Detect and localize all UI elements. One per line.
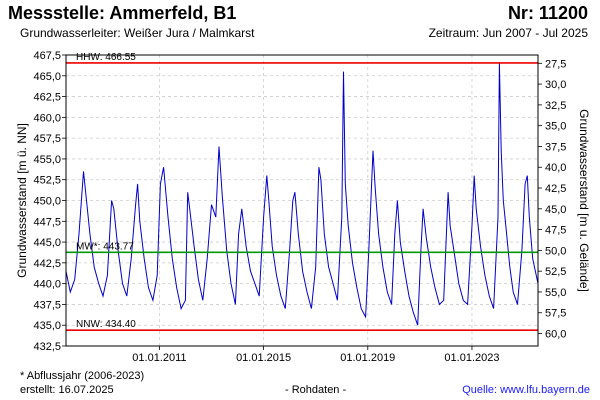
hhw-label: HHW: 466.55 <box>76 52 136 63</box>
y-tick-label: 442,5 <box>33 258 61 270</box>
y-tick-label: 435,0 <box>33 320 61 332</box>
y2-tick-label: 57,5 <box>545 308 566 320</box>
x-tick-label: 01.01.2019 <box>340 352 395 364</box>
mw-label: MW*: 443.77 <box>76 241 134 252</box>
y2-tick-label: 32,5 <box>545 100 566 112</box>
y-tick-label: 440,0 <box>33 279 61 291</box>
y-tick-label: 445,0 <box>33 237 61 249</box>
y2-tick-label: 35,0 <box>545 121 566 133</box>
y-tick-label: 462,5 <box>33 92 61 104</box>
page-title: Messstelle: Ammerfeld, B1 <box>8 3 237 23</box>
y-tick-label: 457,5 <box>33 133 61 145</box>
x-tick-label: 01.01.2023 <box>444 352 499 364</box>
y-axis-title: Grundwasserstand [m ü. NN] <box>15 123 29 278</box>
y-tick-label: 467,5 <box>33 50 61 62</box>
y2-axis-title: Grundwasserstand [m u. Gelände] <box>577 109 591 292</box>
x-tick-label: 01.01.2011 <box>132 352 186 364</box>
y2-tick-label: 30,0 <box>545 79 566 91</box>
y-tick-label: 437,5 <box>33 299 61 311</box>
y-tick-label: 447,5 <box>33 216 61 228</box>
y2-tick-label: 50,0 <box>545 245 566 257</box>
period-label: Zeitraum: Jun 2007 - Jul 2025 <box>428 26 588 40</box>
y-tick-label: 460,0 <box>33 112 61 124</box>
y2-tick-label: 55,0 <box>545 287 566 299</box>
y2-tick-label: 45,0 <box>545 204 566 216</box>
y2-tick-label: 27,5 <box>545 58 566 70</box>
groundwater-level-line <box>65 63 539 326</box>
y-tick-label: 450,0 <box>33 196 61 208</box>
y2-tick-label: 52,5 <box>545 266 566 278</box>
created-date: erstellt: 16.07.2025 <box>20 384 114 396</box>
footnote: * Abflussjahr (2006-2023) <box>20 370 145 382</box>
y2-tick-label: 37,5 <box>545 141 566 153</box>
y2-tick-label: 47,5 <box>545 225 566 237</box>
y-tick-label: 455,0 <box>33 154 61 166</box>
y2-tick-label: 42,5 <box>545 183 566 195</box>
aquifer-label: Grundwasserleiter: Weißer Jura / Malmkar… <box>20 26 255 40</box>
y-tick-label: 452,5 <box>33 175 61 187</box>
y-tick-label: 432,5 <box>33 341 61 353</box>
nnw-label: NNW: 434.40 <box>76 319 136 330</box>
source-link[interactable]: Quelle: www.lfu.bayern.de <box>462 384 590 396</box>
y2-tick-label: 60,0 <box>545 329 566 341</box>
raw-data-note: - Rohdaten - <box>285 384 347 396</box>
station-number: Nr: 11200 <box>507 3 588 23</box>
y-tick-label: 465,0 <box>33 71 61 83</box>
x-tick-label: 01.01.2015 <box>236 352 291 364</box>
plot-frame <box>65 54 539 347</box>
y2-tick-label: 40,0 <box>545 162 566 174</box>
